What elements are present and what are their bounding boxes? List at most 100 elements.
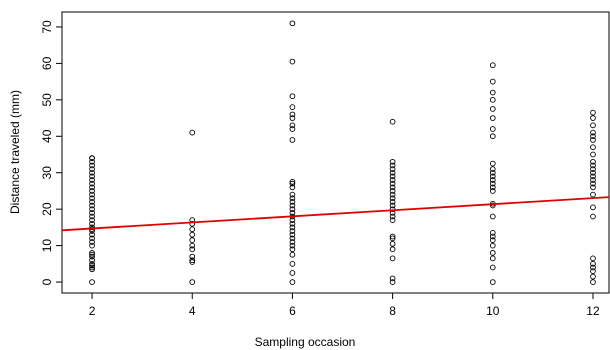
point [89, 220, 95, 227]
fit-line [61, 196, 610, 232]
point [289, 115, 296, 121]
point [590, 166, 596, 172]
point [89, 180, 95, 187]
point [89, 162, 95, 169]
point [289, 191, 296, 198]
x-tick-label: 12 [586, 304, 600, 318]
point [590, 173, 596, 180]
point [489, 255, 496, 262]
point [590, 109, 596, 116]
point [489, 213, 496, 220]
y-tick-label: 40 [40, 129, 54, 143]
point [489, 188, 496, 194]
point [389, 217, 396, 223]
point [289, 195, 296, 202]
point [389, 158, 396, 165]
point [590, 122, 596, 129]
point [489, 160, 496, 167]
point [89, 253, 95, 260]
point [590, 255, 596, 262]
point [289, 206, 296, 213]
point [590, 169, 596, 176]
point [189, 237, 196, 244]
point [89, 235, 95, 242]
point [89, 184, 95, 191]
point [590, 162, 596, 169]
point [189, 257, 196, 264]
point [89, 177, 95, 183]
y-tick-label: 50 [40, 93, 54, 107]
point [389, 235, 396, 242]
point [289, 137, 296, 143]
point [89, 202, 95, 209]
point [89, 239, 95, 245]
point [189, 259, 196, 265]
point [489, 115, 496, 121]
y-tick-label: 10 [40, 239, 54, 253]
point [289, 122, 296, 129]
point [389, 199, 396, 205]
x-tick-label: 4 [189, 304, 196, 318]
point [489, 169, 496, 176]
point [590, 151, 596, 158]
point [590, 260, 596, 267]
point [489, 133, 496, 140]
point [489, 96, 496, 103]
y-tick-label: 70 [40, 20, 54, 34]
point [289, 217, 296, 223]
point [489, 242, 496, 249]
point [89, 199, 95, 205]
point [389, 279, 396, 285]
point [389, 255, 396, 262]
point [590, 279, 596, 285]
point [289, 270, 296, 276]
point [590, 184, 596, 191]
point [389, 169, 396, 176]
point [389, 202, 396, 209]
point [590, 213, 596, 220]
point [389, 173, 396, 180]
point [590, 191, 596, 198]
point [389, 166, 396, 172]
point [289, 246, 296, 253]
point [590, 144, 596, 151]
y-tick-label: 60 [40, 56, 54, 70]
point [289, 231, 296, 238]
point [489, 89, 496, 96]
point [289, 251, 296, 258]
y-tick-label: 20 [40, 202, 54, 216]
x-tick-label: 2 [89, 304, 96, 318]
point [89, 262, 95, 269]
point [489, 233, 496, 240]
x-tick-label: 8 [389, 304, 396, 318]
point [489, 230, 496, 236]
point [389, 206, 396, 213]
point [189, 231, 196, 238]
point [289, 228, 296, 234]
point [89, 213, 95, 220]
point [489, 264, 496, 271]
point [89, 191, 95, 198]
point [489, 62, 496, 69]
point [289, 93, 296, 100]
point [489, 106, 496, 112]
point [289, 126, 296, 132]
point [89, 209, 95, 216]
point [89, 224, 95, 231]
point [289, 104, 296, 110]
point [590, 180, 596, 187]
y-tick-label: 0 [40, 278, 54, 285]
point [89, 195, 95, 202]
point [89, 266, 95, 273]
y-axis-label: Distance traveled (mm) [8, 90, 22, 214]
point [89, 217, 95, 223]
point [389, 233, 396, 240]
point [389, 191, 396, 198]
point [489, 126, 496, 132]
point [289, 239, 296, 245]
point [289, 220, 296, 227]
point [289, 242, 296, 249]
point [89, 231, 95, 238]
point [590, 129, 596, 136]
